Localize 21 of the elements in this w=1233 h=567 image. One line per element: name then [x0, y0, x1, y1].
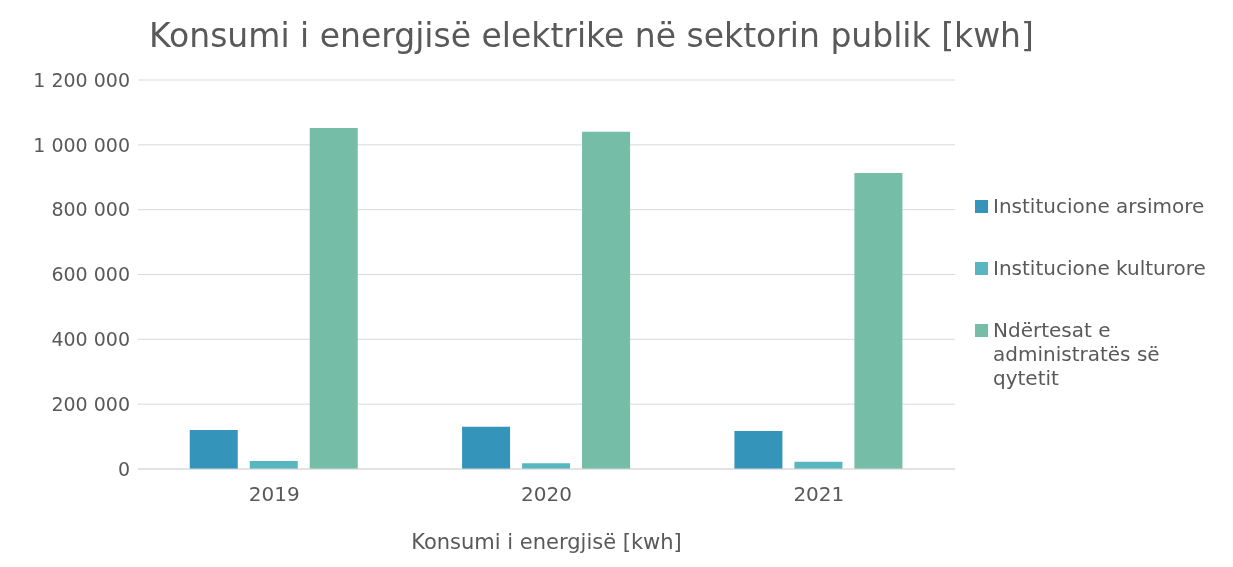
y-tick-label: 800 000 — [51, 198, 130, 221]
chart-title: Konsumi i energjisë elektrike në sektorin publik [kwh] — [148, 15, 1035, 57]
x-tick-label: 2021 — [793, 482, 845, 507]
x-tick-label: 2019 — [248, 482, 300, 507]
legend-label: Institucione arsimore — [993, 194, 1205, 218]
y-tick-label: 600 000 — [51, 263, 130, 286]
bar — [309, 127, 358, 469]
bar — [854, 173, 903, 469]
y-tick-label: 1 000 000 — [33, 133, 130, 156]
bar — [582, 131, 631, 469]
y-tick-label: 200 000 — [51, 392, 130, 415]
bar — [189, 430, 238, 469]
y-tick-label: 0 — [117, 457, 130, 480]
bar — [734, 431, 783, 469]
y-tick-label: 1 200 000 — [33, 68, 130, 91]
x-axis-title: Konsumi i energjisë [kwh] — [411, 530, 682, 554]
bar — [462, 426, 511, 469]
legend-label: Institucione kulturore — [993, 256, 1206, 280]
legend-label: Ndërtesat e administratës së qytetit — [993, 318, 1161, 390]
y-tick-label: 400 000 — [51, 328, 130, 351]
x-tick-label: 2020 — [521, 482, 572, 507]
